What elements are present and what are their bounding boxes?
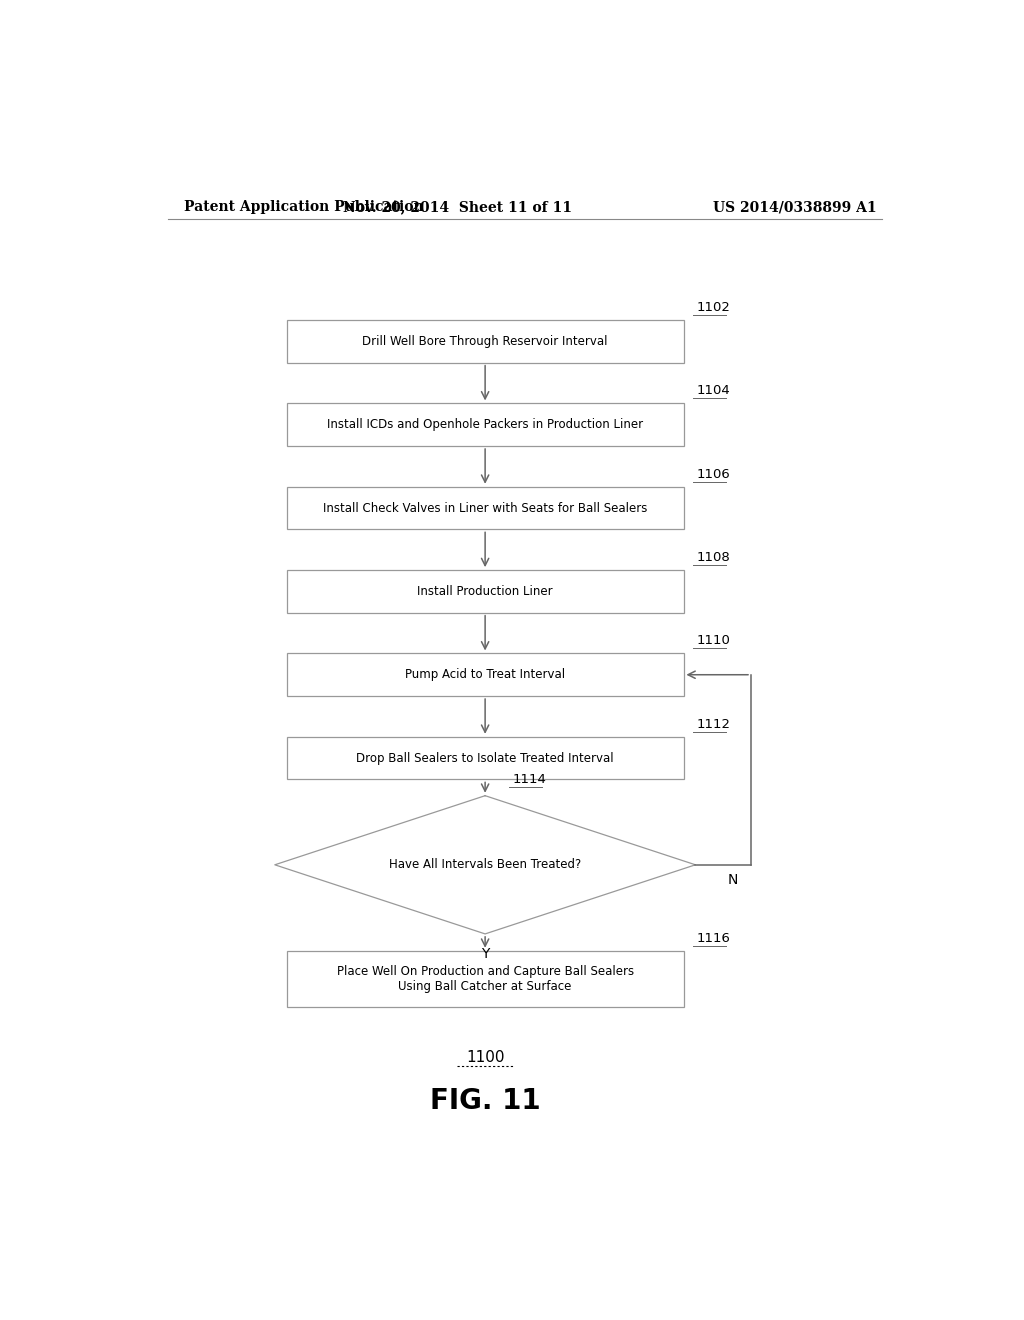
Text: Drill Well Bore Through Reservoir Interval: Drill Well Bore Through Reservoir Interv… [362, 335, 608, 348]
FancyBboxPatch shape [287, 737, 684, 779]
FancyBboxPatch shape [287, 319, 684, 363]
Text: Drop Ball Sealers to Isolate Treated Interval: Drop Ball Sealers to Isolate Treated Int… [356, 751, 614, 764]
Text: 1108: 1108 [697, 550, 731, 564]
Text: Place Well On Production and Capture Ball Sealers
Using Ball Catcher at Surface: Place Well On Production and Capture Bal… [337, 965, 634, 993]
Text: 1110: 1110 [697, 635, 731, 647]
Polygon shape [274, 796, 695, 935]
Text: Install Production Liner: Install Production Liner [418, 585, 553, 598]
Text: Patent Application Publication: Patent Application Publication [183, 201, 423, 214]
Text: 1104: 1104 [697, 384, 731, 397]
Text: Y: Y [481, 948, 489, 961]
Text: Have All Intervals Been Treated?: Have All Intervals Been Treated? [389, 858, 582, 871]
Text: 1100: 1100 [466, 1049, 505, 1065]
FancyBboxPatch shape [287, 653, 684, 696]
Text: 1116: 1116 [697, 932, 731, 945]
FancyBboxPatch shape [287, 487, 684, 529]
Text: 1106: 1106 [697, 467, 731, 480]
Text: 1112: 1112 [697, 718, 731, 731]
Text: 1102: 1102 [697, 301, 731, 314]
Text: Install Check Valves in Liner with Seats for Ball Sealers: Install Check Valves in Liner with Seats… [323, 502, 647, 515]
Text: Install ICDs and Openhole Packers in Production Liner: Install ICDs and Openhole Packers in Pro… [327, 418, 643, 432]
FancyBboxPatch shape [287, 950, 684, 1007]
FancyBboxPatch shape [287, 570, 684, 612]
Text: Nov. 20, 2014  Sheet 11 of 11: Nov. 20, 2014 Sheet 11 of 11 [343, 201, 571, 214]
Text: N: N [727, 873, 737, 887]
Text: 1114: 1114 [513, 772, 547, 785]
Text: US 2014/0338899 A1: US 2014/0338899 A1 [713, 201, 877, 214]
Text: FIG. 11: FIG. 11 [430, 1088, 541, 1115]
Text: Pump Acid to Treat Interval: Pump Acid to Treat Interval [406, 668, 565, 681]
FancyBboxPatch shape [287, 404, 684, 446]
